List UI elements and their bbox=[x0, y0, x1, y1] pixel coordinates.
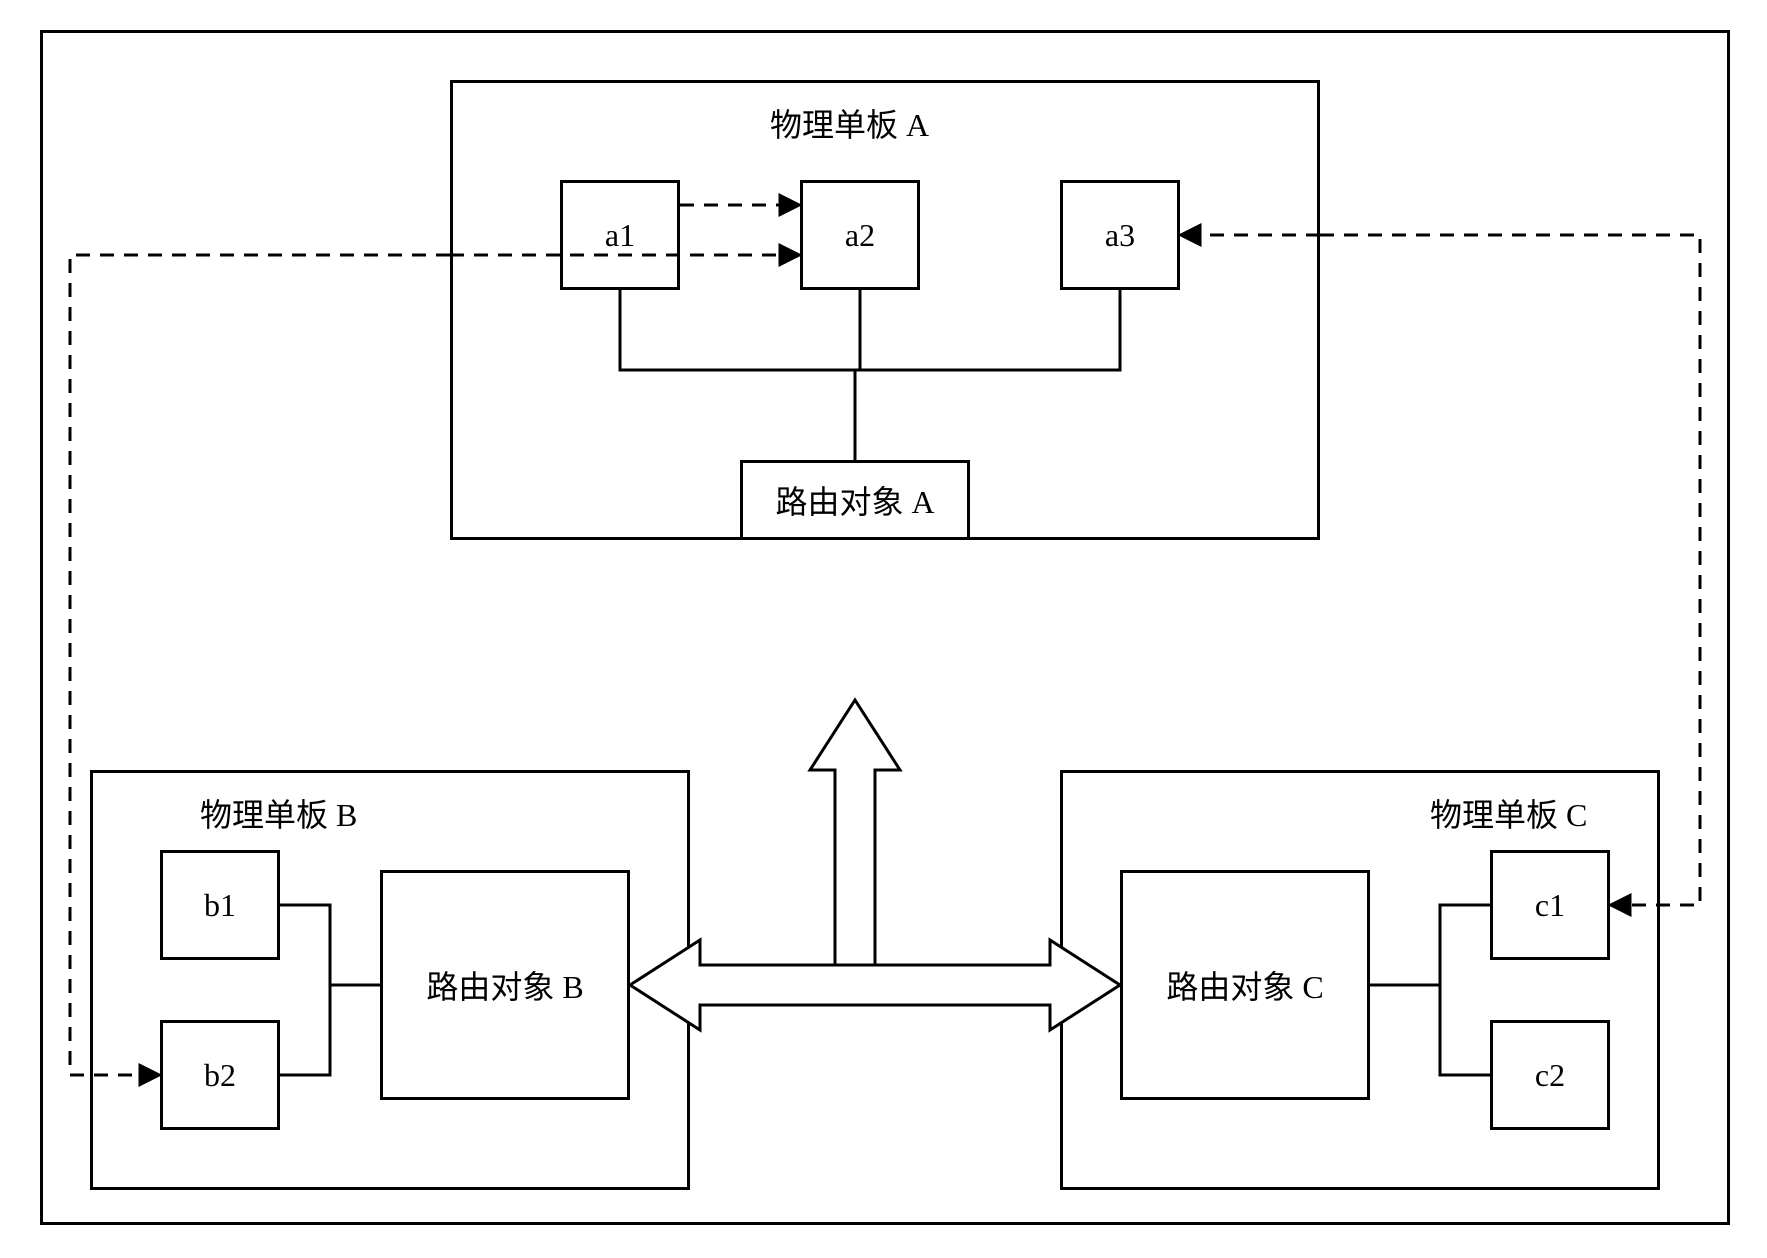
board-title-A: 物理单板 A bbox=[770, 100, 929, 146]
router-A: 路由对象 A bbox=[740, 460, 970, 540]
node-a2: a2 bbox=[800, 180, 920, 290]
board-title-C: 物理单板 C bbox=[1430, 790, 1587, 836]
node-b1: b1 bbox=[160, 850, 280, 960]
node-c1: c1 bbox=[1490, 850, 1610, 960]
router-C: 路由对象 C bbox=[1120, 870, 1370, 1100]
router-B: 路由对象 B bbox=[380, 870, 630, 1100]
node-b2: b2 bbox=[160, 1020, 280, 1130]
node-a1: a1 bbox=[560, 180, 680, 290]
node-a3: a3 bbox=[1060, 180, 1180, 290]
board-title-B: 物理单板 B bbox=[200, 790, 357, 836]
node-c2: c2 bbox=[1490, 1020, 1610, 1130]
diagram-canvas: 物理单板 A 物理单板 B 物理单板 C a1 a2 a3 b1 b2 c1 c2 路由对象 A 路由… bbox=[0, 0, 1767, 1258]
